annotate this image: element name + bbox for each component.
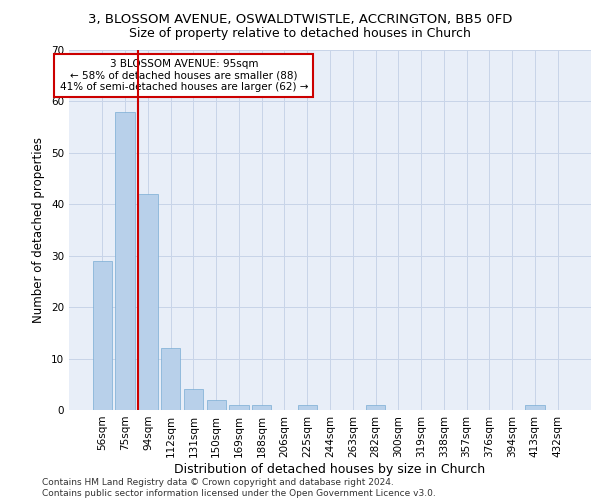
X-axis label: Distribution of detached houses by size in Church: Distribution of detached houses by size … bbox=[175, 462, 485, 475]
Text: 3 BLOSSOM AVENUE: 95sqm
← 58% of detached houses are smaller (88)
41% of semi-de: 3 BLOSSOM AVENUE: 95sqm ← 58% of detache… bbox=[59, 59, 308, 92]
Y-axis label: Number of detached properties: Number of detached properties bbox=[32, 137, 46, 323]
Bar bbox=[252, 405, 271, 410]
Text: 3, BLOSSOM AVENUE, OSWALDTWISTLE, ACCRINGTON, BB5 0FD: 3, BLOSSOM AVENUE, OSWALDTWISTLE, ACCRIN… bbox=[88, 12, 512, 26]
Bar bbox=[206, 400, 226, 410]
Text: Contains HM Land Registry data © Crown copyright and database right 2024.
Contai: Contains HM Land Registry data © Crown c… bbox=[42, 478, 436, 498]
Bar bbox=[525, 405, 545, 410]
Bar bbox=[298, 405, 317, 410]
Text: Size of property relative to detached houses in Church: Size of property relative to detached ho… bbox=[129, 28, 471, 40]
Bar bbox=[115, 112, 135, 410]
Bar bbox=[366, 405, 385, 410]
Bar bbox=[161, 348, 181, 410]
Bar bbox=[138, 194, 158, 410]
Bar bbox=[229, 405, 248, 410]
Bar bbox=[184, 390, 203, 410]
Bar bbox=[93, 261, 112, 410]
